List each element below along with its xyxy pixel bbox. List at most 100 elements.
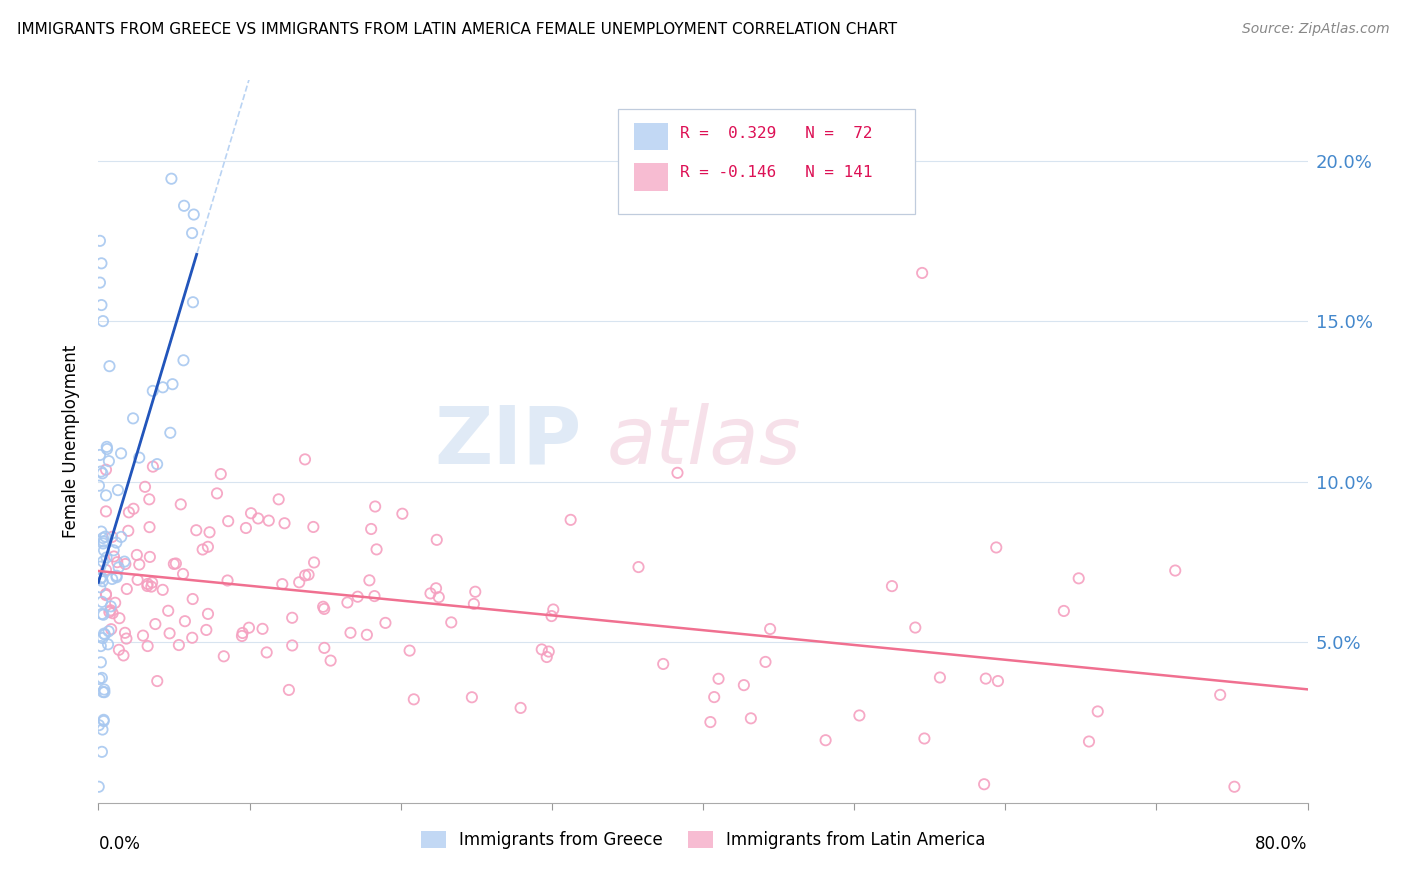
Point bbox=[294, 452, 316, 467]
Point bbox=[911, 266, 934, 280]
Point bbox=[138, 492, 160, 507]
Point bbox=[117, 524, 139, 538]
Point bbox=[107, 560, 129, 574]
Point bbox=[195, 623, 218, 637]
Point bbox=[90, 656, 112, 670]
FancyBboxPatch shape bbox=[619, 109, 915, 214]
Point bbox=[114, 555, 136, 569]
Point bbox=[464, 584, 486, 599]
Point bbox=[197, 607, 219, 621]
Point bbox=[172, 566, 194, 581]
Point bbox=[89, 276, 111, 290]
Point bbox=[1209, 688, 1232, 702]
Point bbox=[128, 450, 150, 465]
Point bbox=[209, 467, 232, 481]
Point bbox=[87, 718, 110, 732]
Point bbox=[987, 674, 1010, 689]
Point bbox=[536, 650, 558, 665]
Point bbox=[142, 459, 165, 474]
Point bbox=[101, 572, 124, 586]
Point bbox=[1053, 604, 1076, 618]
Point bbox=[314, 602, 336, 616]
Point bbox=[94, 588, 117, 602]
Point bbox=[160, 171, 183, 186]
Point bbox=[186, 523, 208, 537]
Point bbox=[703, 690, 725, 704]
Point bbox=[336, 595, 359, 609]
Point bbox=[974, 672, 997, 686]
Point bbox=[191, 542, 214, 557]
Point bbox=[427, 590, 450, 604]
Point bbox=[134, 480, 156, 494]
Point bbox=[162, 377, 184, 392]
Point bbox=[96, 442, 118, 456]
Point bbox=[152, 380, 174, 394]
Point bbox=[91, 631, 114, 645]
Point bbox=[91, 574, 114, 589]
Point bbox=[560, 513, 582, 527]
Point bbox=[94, 504, 117, 518]
Point bbox=[165, 557, 187, 571]
Point bbox=[141, 575, 163, 590]
Point bbox=[374, 615, 396, 630]
Point bbox=[141, 580, 163, 594]
Point bbox=[97, 637, 120, 651]
Point bbox=[142, 384, 165, 398]
Point bbox=[93, 534, 115, 549]
Point bbox=[87, 478, 110, 492]
Point bbox=[91, 607, 114, 621]
Point bbox=[212, 649, 235, 664]
Point bbox=[319, 654, 342, 668]
Text: 0.0%: 0.0% bbox=[98, 835, 141, 853]
Point bbox=[277, 682, 299, 697]
Point bbox=[87, 780, 110, 794]
Point bbox=[530, 642, 553, 657]
Point bbox=[540, 609, 562, 624]
Point bbox=[159, 425, 181, 440]
Point bbox=[440, 615, 463, 630]
Point bbox=[294, 568, 316, 582]
Text: Source: ZipAtlas.com: Source: ZipAtlas.com bbox=[1241, 22, 1389, 37]
Point bbox=[364, 500, 387, 514]
Point bbox=[90, 298, 112, 312]
Point bbox=[1067, 571, 1090, 585]
Point bbox=[94, 627, 117, 641]
Point bbox=[240, 506, 263, 520]
Point bbox=[136, 579, 159, 593]
Point bbox=[136, 577, 159, 591]
Point bbox=[93, 543, 115, 558]
Point bbox=[98, 605, 121, 619]
Text: R = -0.146   N = 141: R = -0.146 N = 141 bbox=[681, 165, 873, 180]
Point bbox=[391, 507, 413, 521]
Point bbox=[666, 466, 689, 480]
Point bbox=[146, 457, 169, 471]
Point bbox=[103, 549, 125, 564]
Point bbox=[91, 685, 114, 699]
Point bbox=[537, 644, 560, 658]
Point bbox=[256, 645, 278, 659]
Point bbox=[759, 622, 782, 636]
Point bbox=[163, 557, 186, 571]
Point bbox=[96, 550, 118, 565]
Point bbox=[90, 745, 112, 759]
Point bbox=[108, 611, 131, 625]
Point bbox=[181, 592, 204, 607]
Point bbox=[91, 555, 114, 569]
Point bbox=[96, 440, 118, 454]
Point bbox=[146, 674, 169, 689]
Point bbox=[100, 603, 122, 617]
Point bbox=[271, 577, 294, 591]
Point bbox=[359, 574, 381, 588]
Point bbox=[543, 602, 565, 616]
Point bbox=[302, 520, 325, 534]
Point bbox=[1078, 734, 1101, 748]
Point bbox=[1223, 780, 1246, 794]
Legend: Immigrants from Greece, Immigrants from Latin America: Immigrants from Greece, Immigrants from … bbox=[413, 824, 993, 856]
Point bbox=[89, 448, 111, 462]
Point bbox=[302, 556, 325, 570]
Point bbox=[312, 599, 335, 614]
Point bbox=[90, 524, 112, 539]
Text: ZIP: ZIP bbox=[434, 402, 582, 481]
Point bbox=[461, 690, 484, 705]
Point bbox=[115, 632, 138, 646]
